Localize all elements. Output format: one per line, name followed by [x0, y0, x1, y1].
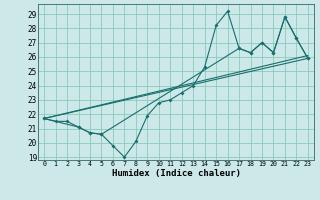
X-axis label: Humidex (Indice chaleur): Humidex (Indice chaleur) — [111, 169, 241, 178]
